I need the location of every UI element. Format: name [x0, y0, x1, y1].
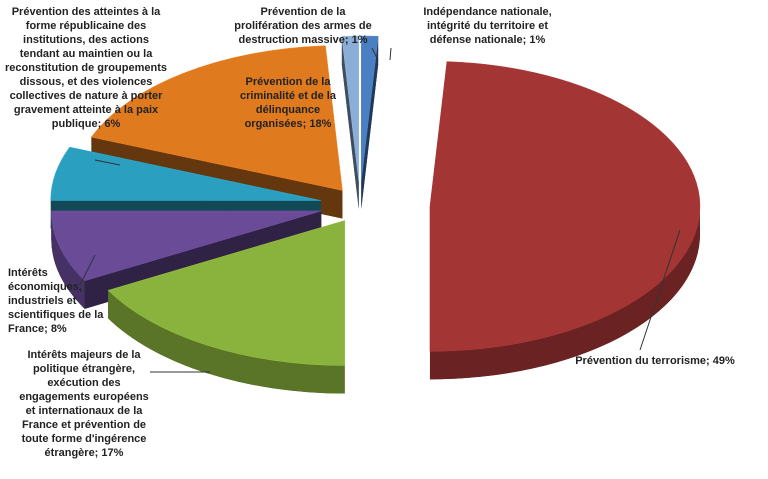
slice-label: Prévention de la prolifération des armes…	[228, 5, 378, 47]
leader-line	[639, 229, 681, 351]
slice-edge	[51, 210, 85, 309]
category-label: Prévention du terrorisme;	[575, 355, 710, 367]
value-label: 17%	[101, 447, 124, 459]
slice-label: Prévention du terrorisme; 49%	[560, 354, 750, 368]
slice-label: Intérêts majeurs de la politique étrangè…	[14, 348, 154, 460]
category-label: Intérêts majeurs de la politique étrangè…	[19, 349, 149, 459]
slice-label: Prévention des atteintes à la forme répu…	[5, 5, 167, 131]
value-label: 18%	[309, 118, 332, 130]
leader-line	[94, 159, 121, 166]
value-label: 1%	[529, 34, 546, 46]
category-label: Prévention de la prolifération des armes…	[234, 6, 372, 46]
slice-label: Intérêts économiques, industriels et sci…	[8, 266, 120, 336]
value-label: 49%	[712, 355, 735, 367]
slice-edge	[108, 290, 345, 394]
leader-line	[79, 254, 96, 286]
value-label: 1%	[351, 34, 368, 46]
slice-label: Prévention de la criminalité et de la dé…	[232, 75, 344, 131]
slice	[361, 35, 379, 182]
slice-label: Indépendance nationale, intégrité du ter…	[405, 5, 570, 47]
value-label: 8%	[50, 323, 67, 335]
leader-line	[389, 47, 392, 61]
slice	[50, 146, 321, 201]
slice	[107, 220, 345, 366]
category-label: Prévention des atteintes à la forme répu…	[5, 6, 167, 130]
category-label: Indépendance nationale, intégrité du ter…	[423, 6, 552, 46]
value-label: 6%	[104, 118, 121, 130]
slice	[341, 35, 359, 182]
slice	[51, 210, 322, 282]
slice	[429, 61, 701, 352]
category-label: Prévention de la criminalité et de la dé…	[240, 76, 336, 130]
leader-line	[371, 47, 379, 61]
slice-edge	[429, 206, 700, 380]
slice	[90, 45, 343, 191]
slice-side	[341, 36, 359, 210]
category-label: Intérêts économiques, industriels et sci…	[8, 267, 104, 335]
slice-side	[361, 36, 379, 210]
